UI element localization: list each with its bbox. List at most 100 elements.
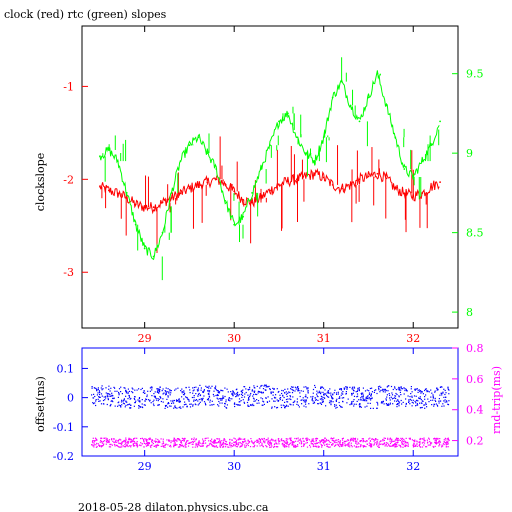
- scatter-point-0-0-11: [91, 387, 93, 389]
- scatter-point-0-0-37: [107, 399, 109, 401]
- scatter-point-0-12-6: [321, 398, 323, 400]
- scatter-point-0-12-43: [314, 397, 317, 399]
- scatter-point-0-9-9: [253, 391, 255, 393]
- scatter-point-0-10-3: [270, 391, 272, 393]
- scatter-point-1-0-59: [100, 439, 102, 442]
- scatter-point-0-9-4: [259, 391, 261, 393]
- scatter-point-0-11-57: [292, 401, 294, 404]
- scatter-point-0-13-49: [336, 406, 338, 408]
- scatter-point-1-10-39: [273, 444, 275, 446]
- scatter-point-0-17-27: [412, 402, 414, 404]
- scatter-point-1-14-54: [345, 440, 347, 442]
- scatter-point-1-2-5: [127, 440, 129, 442]
- scatter-point-1-3-26: [153, 440, 155, 442]
- scatter-point-0-9-23: [256, 393, 258, 396]
- scatter-point-0-19-34: [441, 405, 443, 407]
- series-point-0-18: [260, 197, 262, 199]
- scatter-point-0-19-1: [434, 397, 436, 399]
- scatter-point-0-12-19: [321, 401, 324, 403]
- scatter-point-1-16-39: [394, 440, 396, 442]
- scatter-point-1-13-23: [330, 441, 332, 444]
- scatter-point-0-4-41: [172, 399, 174, 402]
- scatter-point-0-5-23: [194, 403, 196, 405]
- scatter-point-0-5-53: [183, 391, 185, 393]
- scatter-point-0-6-29: [198, 392, 200, 395]
- scatter-point-0-6-35: [201, 398, 204, 400]
- scatter-point-1-16-56: [386, 442, 388, 444]
- scatter-point-0-13-19: [336, 393, 338, 395]
- scatter-point-0-2-30: [143, 390, 145, 392]
- scatter-point-1-19-48: [443, 441, 445, 443]
- scatter-point-0-18-33: [421, 402, 423, 404]
- scatter-point-0-18-30: [427, 390, 429, 392]
- scatter-point-1-18-48: [423, 438, 425, 440]
- scatter-point-1-4-51: [171, 440, 173, 442]
- bottom-left-y-axis-label: offset(ms): [34, 376, 47, 432]
- scatter-point-1-10-48: [281, 440, 283, 442]
- scatter-point-1-10-12: [270, 444, 272, 446]
- series-point-1-32: [385, 104, 388, 107]
- scatter-point-0-18-32: [420, 398, 422, 401]
- scatter-point-1-2-59: [143, 440, 145, 442]
- scatter-point-1-1-23: [125, 437, 127, 439]
- scatter-point-0-6-15: [205, 404, 207, 406]
- scatter-point-0-18-13: [424, 407, 426, 409]
- scatter-point-0-1-38: [120, 386, 122, 388]
- scatter-point-1-6-35: [204, 439, 206, 441]
- scatter-point-1-0-23: [96, 442, 98, 444]
- scatter-point-1-17-49: [395, 437, 397, 440]
- scatter-point-1-5-36: [180, 445, 183, 447]
- scatter-point-1-19-57: [445, 439, 447, 441]
- scatter-point-1-0-12: [96, 446, 98, 448]
- scatter-point-0-13-36: [339, 396, 341, 398]
- scatter-point-1-18-58: [413, 442, 415, 444]
- scatter-point-0-5-41: [184, 392, 186, 395]
- scatter-point-0-11-50: [298, 390, 300, 392]
- scatter-point-0-4-55: [175, 388, 177, 390]
- scatter-point-0-6-42: [198, 403, 200, 405]
- scatter-point-0-17-40: [399, 391, 401, 393]
- scatter-point-1-5-18: [184, 444, 186, 446]
- scatter-point-0-8-59: [243, 386, 245, 388]
- scatter-point-1-2-49: [137, 445, 139, 447]
- scatter-point-0-10-16: [286, 401, 288, 403]
- scatter-point-1-0-31: [93, 441, 96, 443]
- scatter-point-0-11-18: [301, 403, 303, 405]
- series-point-1-9: [179, 160, 182, 163]
- scatter-point-1-6-44: [215, 446, 217, 448]
- scatter-point-0-4-27: [168, 392, 170, 394]
- scatter-point-1-0-20: [94, 440, 96, 442]
- series-point-1-29: [358, 120, 361, 123]
- scatter-point-0-0-42: [106, 394, 108, 396]
- scatter-point-1-3-2: [149, 445, 151, 447]
- scatter-point-1-1-33: [120, 439, 122, 441]
- scatter-point-0-13-8: [325, 393, 327, 395]
- scatter-point-1-2-23: [143, 442, 145, 444]
- scatter-point-1-7-47: [221, 440, 223, 442]
- scatter-point-1-15-43: [360, 440, 362, 442]
- scatter-point-0-16-27: [388, 385, 390, 387]
- scatter-point-1-1-43: [118, 446, 121, 448]
- scatter-point-0-3-38: [146, 394, 148, 396]
- scatter-point-1-9-53: [257, 441, 259, 443]
- scatter-point-0-4-31: [176, 399, 178, 401]
- scatter-point-0-10-49: [282, 395, 284, 397]
- scatter-point-0-1-48: [117, 402, 119, 404]
- scatter-point-1-13-5: [341, 444, 343, 446]
- scatter-point-0-10-26: [284, 392, 286, 394]
- scatter-point-1-17-46: [405, 437, 407, 439]
- scatter-point-0-11-48: [292, 389, 294, 391]
- left-tick-label-1: 0: [67, 392, 74, 405]
- scatter-point-1-10-52: [270, 439, 273, 441]
- scatter-point-0-4-26: [170, 400, 172, 402]
- scatter-point-0-3-59: [158, 392, 160, 394]
- x-tick-label-2: 31: [317, 460, 331, 473]
- scatter-point-1-1-48: [120, 444, 122, 446]
- scatter-point-0-7-14: [233, 392, 235, 394]
- scatter-point-0-16-15: [386, 394, 388, 396]
- top-plot-frame: [81, 25, 459, 329]
- scatter-point-1-19-25: [439, 438, 441, 440]
- scatter-point-0-12-57: [312, 395, 314, 398]
- scatter-point-1-0-35: [100, 440, 102, 443]
- scatter-point-0-8-12: [244, 393, 246, 395]
